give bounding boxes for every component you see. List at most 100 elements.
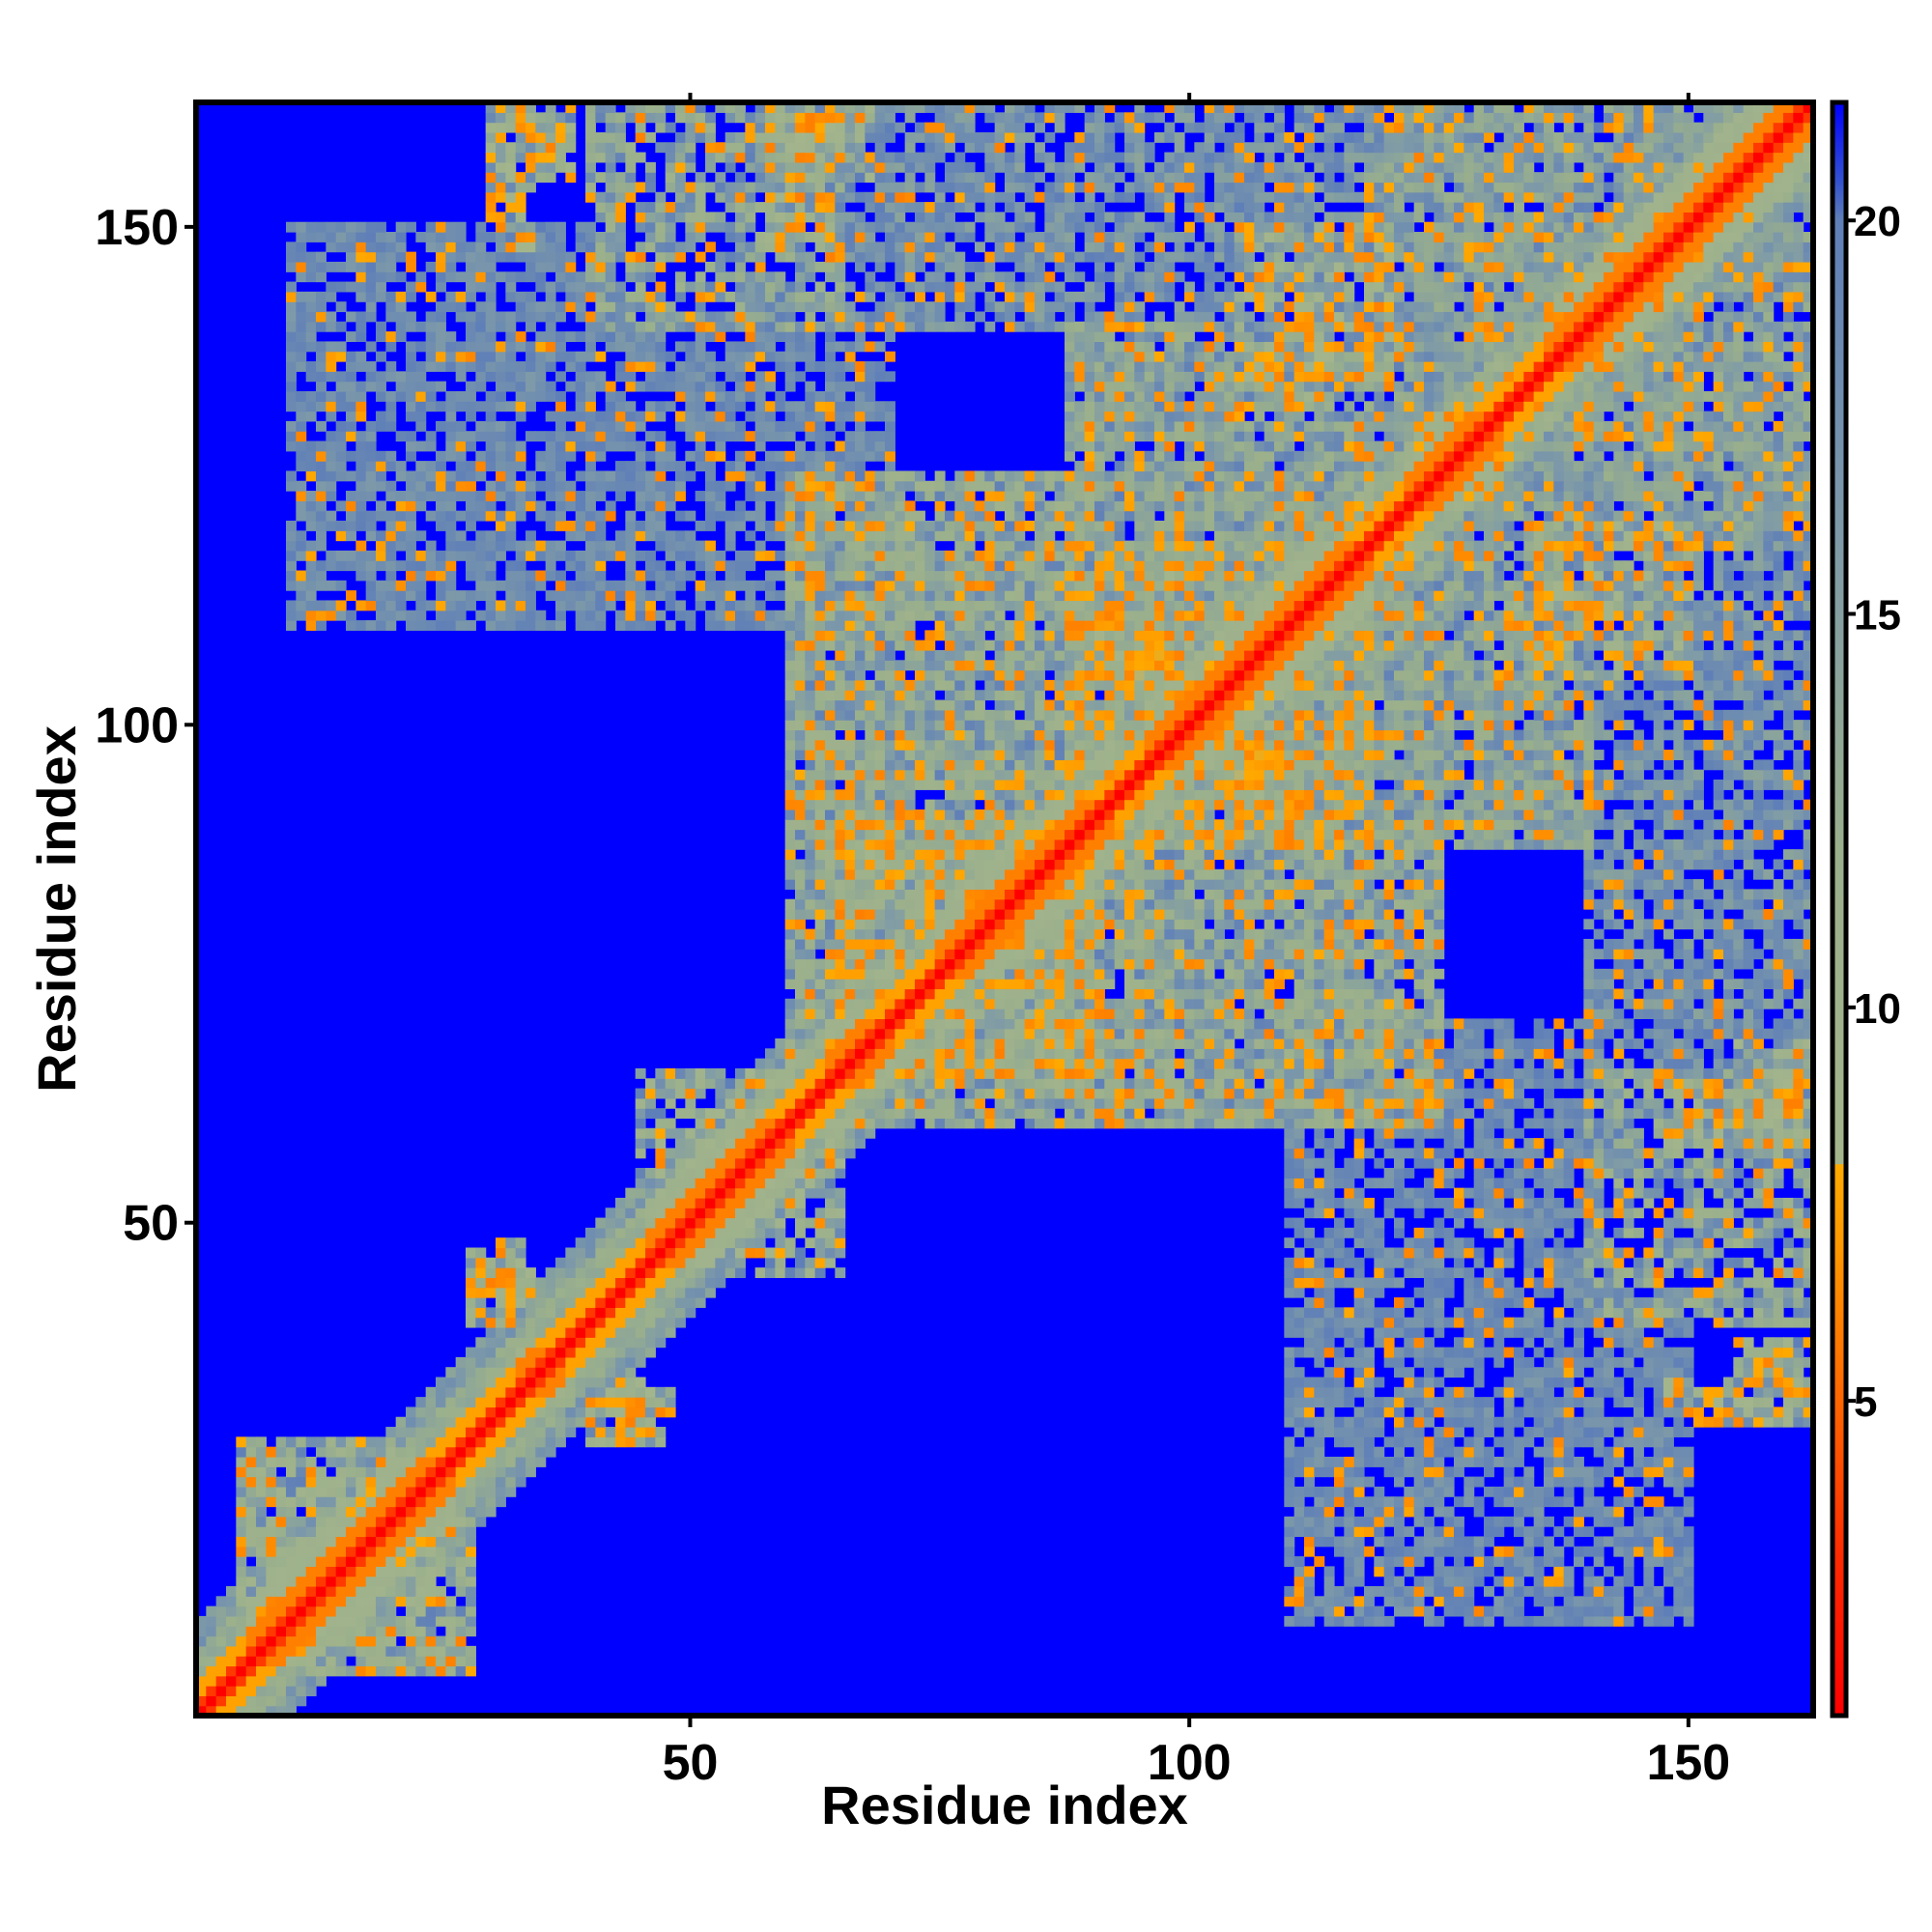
- heatmap-cell: [904, 570, 916, 582]
- heatmap-cell: [954, 530, 966, 542]
- heatmap-cell: [565, 600, 577, 611]
- heatmap-cell: [236, 1446, 247, 1458]
- heatmap-cell: [305, 580, 317, 591]
- heatmap-cell: [705, 1287, 716, 1298]
- heatmap-cell: [346, 1446, 356, 1458]
- heatmap-cell: [665, 321, 676, 332]
- heatmap-cell: [765, 550, 776, 561]
- heatmap-cell: [685, 1247, 696, 1259]
- heatmap-cell: [924, 709, 936, 721]
- heatmap-cell: [675, 1247, 686, 1259]
- heatmap-cell: [805, 1078, 816, 1090]
- heatmap-cell: [945, 979, 955, 990]
- heatmap-cell: [745, 251, 756, 263]
- heatmap-cell: [844, 1028, 856, 1039]
- heatmap-cell: [625, 1247, 637, 1259]
- heatmap-cell: [296, 1645, 307, 1657]
- heatmap-cell: [526, 1386, 536, 1398]
- heatmap-cell: [825, 540, 836, 552]
- heatmap-cell: [795, 859, 806, 870]
- heatmap-cell: [795, 789, 806, 801]
- heatmap-cell: [466, 1386, 476, 1398]
- heatmap-cell: [485, 1506, 497, 1518]
- heatmap-cell: [825, 988, 836, 1000]
- heatmap-cell: [874, 1088, 886, 1099]
- heatmap-cell: [904, 242, 916, 253]
- heatmap-cell: [305, 550, 317, 561]
- heatmap-cell: [795, 998, 806, 1009]
- heatmap-cell: [376, 1446, 386, 1458]
- heatmap-cell: [286, 1506, 297, 1518]
- heatmap-cell: [735, 232, 746, 242]
- heatmap-cell: [934, 590, 946, 602]
- heatmap-cell: [665, 1277, 676, 1289]
- heatmap-cell: [705, 331, 716, 343]
- heatmap-cell: [784, 560, 796, 572]
- heatmap-cell: [915, 1067, 925, 1079]
- heatmap-cell: [895, 1097, 906, 1109]
- heatmap-cell: [645, 1088, 656, 1099]
- heatmap-cell: [316, 450, 327, 462]
- heatmap-cell: [545, 411, 556, 422]
- heatmap-cell: [865, 271, 876, 283]
- heatmap-cell: [505, 122, 517, 133]
- heatmap-cell: [466, 1546, 476, 1557]
- heatmap-cell: [286, 1486, 297, 1497]
- heatmap-cell: [275, 1476, 287, 1488]
- heatmap-cell: [825, 381, 836, 392]
- heatmap-cell: [385, 341, 397, 353]
- heatmap-cell: [365, 1566, 377, 1577]
- heatmap-cell: [575, 500, 586, 512]
- heatmap-cell: [635, 1237, 646, 1249]
- heatmap-cell: [695, 1227, 706, 1238]
- heatmap-cell: [855, 1118, 866, 1129]
- heatmap-cell: [825, 1038, 836, 1049]
- heatmap-cell: [924, 868, 936, 880]
- heatmap-cell: [865, 879, 876, 890]
- heatmap-cell: [555, 1326, 566, 1338]
- heatmap-cell: [635, 491, 646, 501]
- heatmap-cell: [655, 401, 667, 412]
- heatmap-cell: [885, 660, 895, 671]
- heatmap-cell: [555, 261, 566, 272]
- heatmap-cell: [865, 321, 876, 332]
- heatmap-cell: [226, 1695, 237, 1707]
- heatmap-cell: [715, 431, 726, 442]
- heatmap-cell: [954, 669, 966, 681]
- heatmap-cell: [814, 102, 826, 113]
- heatmap-cell: [874, 938, 886, 950]
- heatmap-cell: [496, 361, 506, 372]
- heatmap-cell: [724, 480, 736, 492]
- heatmap-cell: [526, 361, 536, 372]
- heatmap-cell: [805, 1088, 816, 1099]
- heatmap-cell: [745, 580, 756, 591]
- heatmap-cell: [885, 102, 895, 113]
- heatmap-cell: [705, 620, 716, 631]
- heatmap-cell: [485, 341, 497, 353]
- heatmap-cell: [545, 122, 556, 133]
- heatmap-cell: [954, 799, 966, 810]
- heatmap-cell: [705, 1197, 716, 1208]
- heatmap-cell: [934, 1018, 946, 1030]
- heatmap-cell: [425, 1626, 437, 1637]
- heatmap-cell: [425, 461, 437, 472]
- heatmap-cell: [245, 1446, 257, 1458]
- heatmap-cell: [645, 530, 656, 542]
- heatmap-cell: [406, 610, 416, 621]
- heatmap-cell: [296, 530, 307, 542]
- heatmap-cell: [406, 440, 416, 452]
- heatmap-cell: [924, 949, 936, 960]
- heatmap-cell: [286, 401, 297, 412]
- heatmap-cell: [406, 1436, 416, 1448]
- heatmap-cell: [835, 112, 846, 124]
- heatmap-cell: [555, 1406, 566, 1418]
- heatmap-cell: [784, 520, 796, 531]
- heatmap-cell: [326, 470, 337, 482]
- heatmap-cell: [575, 281, 586, 293]
- heatmap-cell: [335, 371, 347, 383]
- heatmap-cell: [805, 669, 816, 681]
- heatmap-cell: [795, 1187, 806, 1199]
- heatmap-cell: [296, 440, 307, 452]
- heatmap-cell: [924, 739, 936, 751]
- heatmap-cell: [585, 271, 596, 283]
